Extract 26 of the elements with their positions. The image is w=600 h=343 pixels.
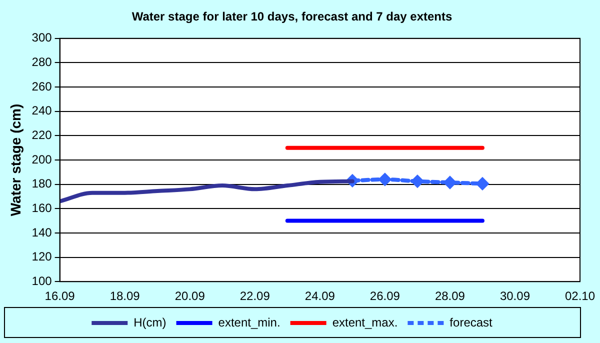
- legend-label: extent_max.: [332, 315, 398, 330]
- x-tick-label: 30.09: [500, 289, 530, 304]
- y-tick-label: 260: [32, 79, 52, 94]
- x-tick-label: 20.09: [174, 289, 206, 304]
- x-tick-label: 24.09: [304, 289, 336, 304]
- y-tick-label: 240: [32, 104, 52, 118]
- x-tick-label: 02.10: [564, 289, 596, 304]
- legend-label: H(cm): [134, 315, 166, 330]
- y-tick-label: 220: [32, 128, 52, 142]
- y-axis-title: Water stage (cm): [7, 104, 24, 216]
- x-tick-label: 26.09: [370, 289, 400, 304]
- x-tick-label: 16.09: [44, 289, 76, 304]
- x-tick-label: 18.09: [110, 289, 140, 304]
- x-tick-label: 22.09: [240, 289, 270, 304]
- chart-title: Water stage for later 10 days, forecast and 7 day extents: [132, 10, 452, 24]
- legend-label: forecast: [450, 315, 494, 330]
- y-tick-label: 300: [32, 30, 52, 45]
- y-tick-label: 280: [32, 55, 52, 70]
- y-tick-label: 120: [32, 250, 52, 264]
- y-tick-label: 200: [32, 152, 52, 166]
- y-tick-label: 140: [32, 225, 52, 240]
- y-tick-label: 100: [32, 274, 52, 288]
- x-tick-label: 28.09: [434, 289, 466, 304]
- y-tick-label: 160: [32, 200, 52, 215]
- y-tick-label: 180: [32, 176, 52, 191]
- legend-label: extent_min.: [218, 315, 280, 330]
